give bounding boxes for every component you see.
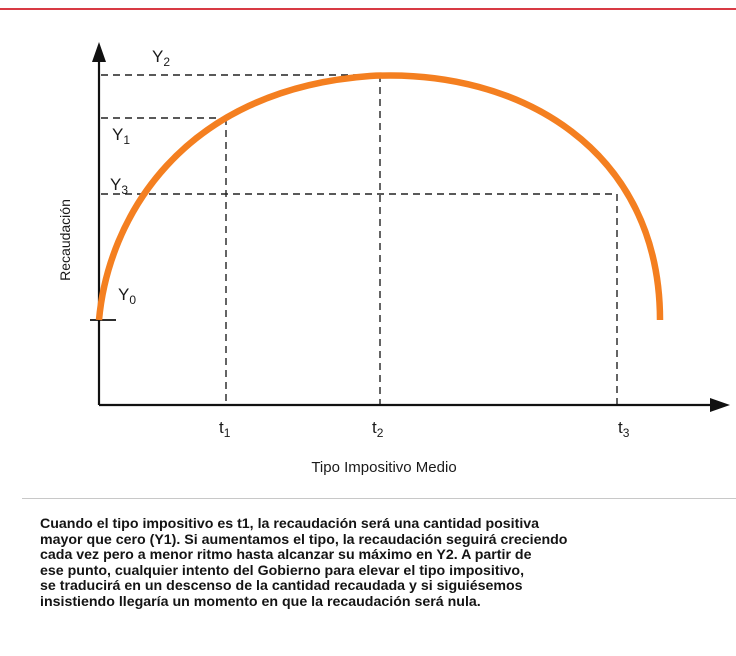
caption-line: se traducirá en un descenso de la cantid… bbox=[40, 578, 523, 595]
label-y1: Y1 bbox=[112, 125, 130, 147]
label-t3: t3 bbox=[618, 418, 630, 440]
x-axis-title: Tipo Impositivo Medio bbox=[311, 459, 456, 476]
caption-line: insistiendo llegaría un momento en que l… bbox=[40, 593, 481, 610]
y-axis-arrow-icon bbox=[92, 42, 106, 62]
label-t2: t2 bbox=[372, 418, 384, 440]
top-divider bbox=[0, 8, 736, 10]
laffer-diagram: Y2 Y1 Y3 Y0 t1 t2 t3 Recaudación Tipo Im… bbox=[57, 42, 730, 476]
laffer-curve bbox=[95, 72, 664, 321]
caption-divider bbox=[22, 498, 736, 499]
caption-line: cada vez pero a menor ritmo hasta alcanz… bbox=[40, 547, 532, 564]
label-y3: Y3 bbox=[110, 175, 128, 197]
label-t1: t1 bbox=[219, 418, 231, 440]
caption-line: Cuando el tipo impositivo es t1, la reca… bbox=[40, 516, 540, 532]
y-axis-title: Recaudación bbox=[57, 199, 73, 281]
label-y2: Y2 bbox=[152, 47, 170, 69]
caption-line: mayor que cero (Y1). Si aumentamos el ti… bbox=[40, 531, 568, 548]
caption: Cuando el tipo impositivo es t1, la reca… bbox=[40, 516, 732, 611]
x-axis-arrow-icon bbox=[710, 398, 730, 412]
label-y0: Y0 bbox=[118, 285, 136, 307]
caption-line: ese punto, cualquier intento del Gobiern… bbox=[40, 562, 525, 579]
